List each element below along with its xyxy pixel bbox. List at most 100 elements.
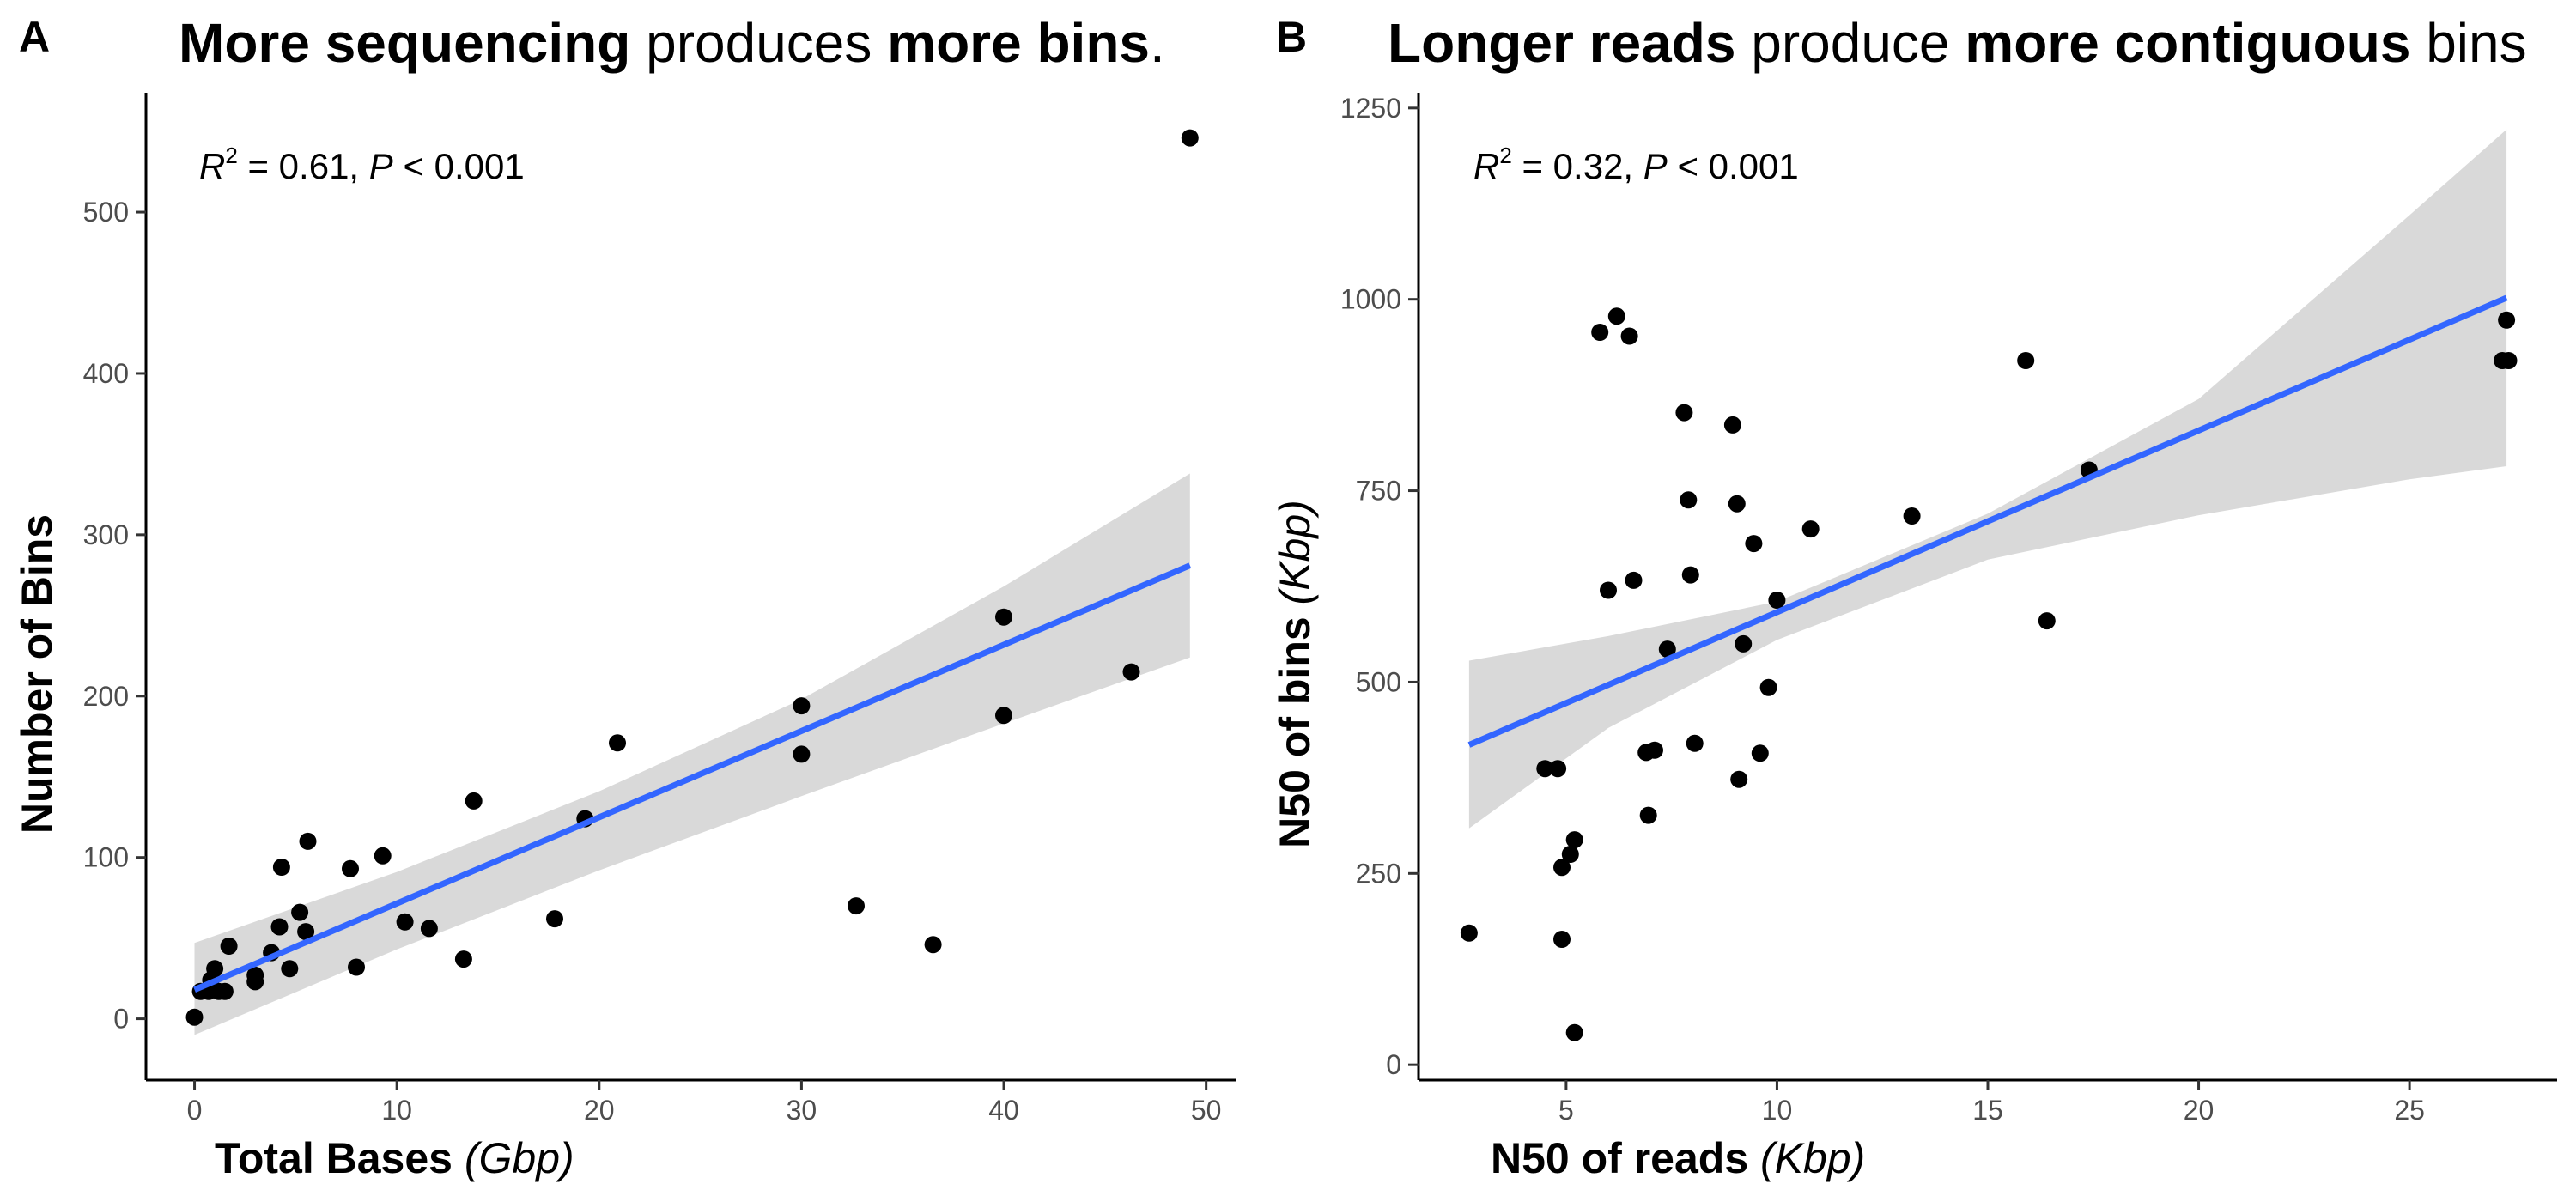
y-tick-label-b-500: 500 — [1356, 666, 1401, 697]
x-tick-label-a-50: 50 — [1191, 1095, 1222, 1126]
y-tick-label-a-400: 400 — [83, 358, 129, 389]
y-tick-label-b-1250: 1250 — [1340, 93, 1401, 124]
panel-a-title: More sequencing produces more bins. — [179, 12, 1165, 74]
data-point-b-8 — [1591, 324, 1609, 341]
panel-a: A More sequencing produces more bins. 0 1… — [13, 12, 1236, 1182]
panel-b-x-axis-title: N50 of reads (Kbp) — [1491, 1134, 1865, 1182]
data-point-a-17 — [342, 859, 359, 877]
confidence-band-a — [194, 473, 1190, 1035]
data-point-b-22 — [1728, 495, 1746, 513]
data-point-a-22 — [454, 950, 472, 968]
data-point-a-32 — [995, 707, 1012, 725]
y-tick-label-b-0: 0 — [1386, 1049, 1401, 1080]
panel-a-stats-annotation: R2 = 0.61, P < 0.001 — [199, 143, 525, 186]
panel-b: B Longer reads produce more contiguous b… — [1271, 12, 2557, 1182]
data-point-a-14 — [291, 903, 309, 921]
data-point-a-33 — [1122, 663, 1140, 681]
panel-b-stats-annotation: R2 = 0.32, P < 0.001 — [1473, 143, 1799, 186]
data-point-b-21 — [1723, 416, 1741, 434]
x-tick-label-a-30: 30 — [787, 1095, 817, 1126]
x-tick-label-a-40: 40 — [988, 1095, 1019, 1126]
x-tick-label-a-10: 10 — [381, 1095, 412, 1126]
data-point-a-23 — [465, 792, 483, 810]
data-point-b-6 — [1565, 831, 1583, 849]
data-point-b-3 — [1553, 859, 1571, 877]
confidence-band-b — [1468, 129, 2507, 829]
data-point-a-19 — [374, 847, 392, 865]
panel-a-x-axis-title: Total Bases (Gbp) — [215, 1134, 574, 1182]
y-tick-label-a-0: 0 — [113, 1004, 129, 1035]
data-point-b-32 — [2038, 612, 2056, 630]
x-tick-label-b-5: 5 — [1558, 1095, 1574, 1126]
data-point-b-36 — [2500, 352, 2518, 369]
data-point-a-0 — [185, 1008, 204, 1026]
data-point-b-2 — [1549, 760, 1567, 778]
data-point-a-9 — [246, 966, 264, 984]
data-point-a-6 — [216, 982, 234, 1000]
data-point-b-24 — [1735, 634, 1753, 653]
y-tick-label-b-750: 750 — [1356, 476, 1401, 507]
data-point-a-24 — [546, 910, 563, 928]
y-tick-label-b-1000: 1000 — [1340, 284, 1401, 315]
data-point-a-16 — [299, 832, 317, 850]
data-point-b-27 — [1759, 678, 1777, 696]
panel-b-letter: B — [1276, 13, 1307, 61]
data-point-a-15 — [297, 923, 315, 941]
data-point-a-4 — [206, 960, 224, 978]
data-point-b-28 — [1768, 592, 1786, 609]
data-point-b-9 — [1600, 581, 1617, 599]
x-tick-label-a-20: 20 — [584, 1095, 615, 1126]
data-point-b-15 — [1646, 741, 1663, 759]
data-point-b-35 — [2498, 311, 2516, 329]
data-point-b-7 — [1565, 1023, 1583, 1041]
data-point-a-20 — [396, 913, 414, 931]
data-point-b-30 — [1903, 507, 1921, 525]
x-tick-label-b-15: 15 — [1972, 1095, 2003, 1126]
panel-a-y-axis-title: Number of Bins — [13, 514, 61, 834]
data-point-b-16 — [1658, 640, 1676, 659]
y-tick-label-b-250: 250 — [1356, 858, 1401, 889]
data-point-b-4 — [1553, 931, 1571, 948]
data-point-b-10 — [1607, 307, 1625, 325]
data-point-a-18 — [348, 958, 365, 976]
x-tick-label-b-10: 10 — [1762, 1095, 1793, 1126]
data-point-b-20 — [1686, 734, 1704, 752]
panel-b-title: Longer reads produce more contiguous bin… — [1388, 12, 2527, 74]
panel-a-letter: A — [19, 13, 50, 61]
data-point-a-27 — [793, 697, 811, 715]
regression-line-b — [1467, 294, 2508, 748]
data-point-a-11 — [270, 918, 289, 936]
data-point-a-28 — [793, 745, 811, 763]
y-tick-label-a-500: 500 — [83, 197, 129, 228]
regression-line-a — [193, 562, 1192, 993]
y-tick-label-a-100: 100 — [83, 842, 129, 873]
data-point-a-34 — [1181, 129, 1199, 147]
data-point-a-12 — [272, 859, 290, 876]
data-point-b-11 — [1620, 327, 1638, 345]
data-point-a-29 — [848, 897, 865, 915]
data-point-a-7 — [220, 938, 238, 955]
data-point-b-26 — [1751, 744, 1769, 762]
data-point-b-17 — [1675, 404, 1693, 422]
data-point-b-18 — [1680, 491, 1698, 509]
data-point-a-30 — [924, 936, 942, 954]
data-point-b-0 — [1460, 924, 1478, 942]
data-point-a-21 — [420, 920, 438, 938]
x-tick-label-a-0: 0 — [187, 1095, 203, 1126]
data-point-b-31 — [2017, 352, 2035, 369]
data-point-b-19 — [1681, 566, 1699, 584]
data-point-a-31 — [995, 608, 1012, 626]
x-tick-label-b-25: 25 — [2394, 1095, 2425, 1126]
panel-b-y-axis-title: N50 of bins (Kbp) — [1271, 500, 1319, 848]
data-point-a-13 — [281, 960, 299, 978]
y-tick-label-a-200: 200 — [83, 681, 129, 712]
x-tick-label-b-20: 20 — [2184, 1095, 2215, 1126]
data-point-a-26 — [609, 734, 626, 752]
data-point-b-25 — [1745, 535, 1763, 553]
data-point-b-1 — [1536, 760, 1554, 778]
data-point-b-29 — [1801, 520, 1820, 538]
data-point-b-12 — [1625, 571, 1643, 589]
